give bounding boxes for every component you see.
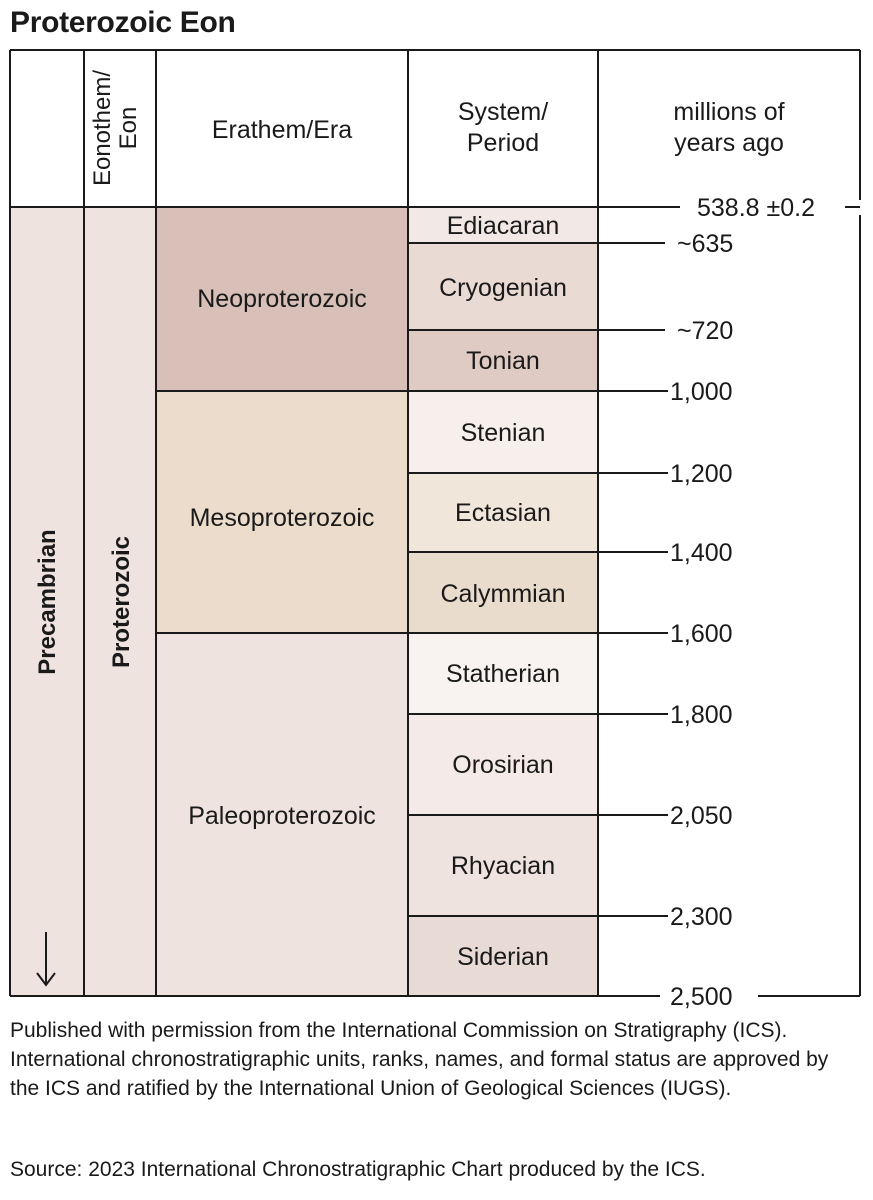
age-label: ~635 xyxy=(677,230,733,258)
age-label: ~720 xyxy=(677,317,733,345)
age-label: 1,000 xyxy=(670,378,733,406)
supereon-band xyxy=(10,207,84,996)
period-label-calymmian: Calymmian xyxy=(440,580,565,608)
timescale-chart: Eonothem/ Eon Erathem/Era System/ Period… xyxy=(9,49,861,1010)
age-label: 1,600 xyxy=(670,620,733,648)
page-title: Proterozoic Eon xyxy=(10,6,236,39)
period-band-ectasian xyxy=(408,473,598,552)
period-band-calymmian xyxy=(408,552,598,633)
period-label-orosirian: Orosirian xyxy=(452,751,553,779)
period-band-orosirian xyxy=(408,714,598,815)
header-system-line2: Period xyxy=(467,129,539,157)
era-band-mesoproterozoic xyxy=(156,391,408,633)
era-label-neoproterozoic: Neoproterozoic xyxy=(197,285,367,313)
header-eonothem-line1: Eonothem/ xyxy=(89,70,116,186)
age-label: 1,800 xyxy=(670,701,733,729)
header-age-line2: years ago xyxy=(674,129,784,157)
period-label-siderian: Siderian xyxy=(457,943,549,971)
eon-label: Proterozoic xyxy=(108,536,135,668)
period-label-stenian: Stenian xyxy=(461,419,546,447)
down-arrow-icon xyxy=(36,932,56,987)
header-erathem: Erathem/Era xyxy=(212,116,352,144)
period-label-cryogenian: Cryogenian xyxy=(439,274,567,302)
era-band-neoproterozoic xyxy=(156,207,408,391)
era-label-paleoproterozoic: Paleoproterozoic xyxy=(188,802,376,830)
period-band-stenian xyxy=(408,391,598,473)
source-line: Source: 2023 International Chronostratig… xyxy=(10,1158,706,1181)
period-band-statherian xyxy=(408,633,598,714)
period-band-rhyacian xyxy=(408,815,598,916)
age-label: 2,500 xyxy=(670,983,733,1010)
age-label: 2,300 xyxy=(670,903,733,931)
period-label-tonian: Tonian xyxy=(466,347,540,375)
age-label: 538.8 ±0.2 xyxy=(697,194,815,222)
eon-band xyxy=(84,207,156,996)
period-label-rhyacian: Rhyacian xyxy=(451,852,555,880)
footnote: Published with permission from the Inter… xyxy=(10,1019,829,1100)
period-band-ediacaran xyxy=(408,207,598,243)
period-label-statherian: Statherian xyxy=(446,660,560,688)
age-ticks xyxy=(598,206,860,997)
header-eonothem-line2: Eon xyxy=(115,107,142,150)
era-label-mesoproterozoic: Mesoproterozoic xyxy=(190,504,375,532)
age-label: 2,050 xyxy=(670,802,733,830)
age-label: 1,400 xyxy=(670,539,733,567)
era-band-paleoproterozoic xyxy=(156,633,408,996)
period-label-ectasian: Ectasian xyxy=(455,499,551,527)
period-band-cryogenian xyxy=(408,243,598,330)
header-age-line1: millions of xyxy=(673,98,784,126)
header-system-line1: System/ xyxy=(458,98,548,126)
age-label: 1,200 xyxy=(670,460,733,488)
period-band-tonian xyxy=(408,330,598,391)
supereon-label: Precambrian xyxy=(34,529,61,674)
period-label-ediacaran: Ediacaran xyxy=(447,212,560,240)
period-band-siderian xyxy=(408,916,598,996)
